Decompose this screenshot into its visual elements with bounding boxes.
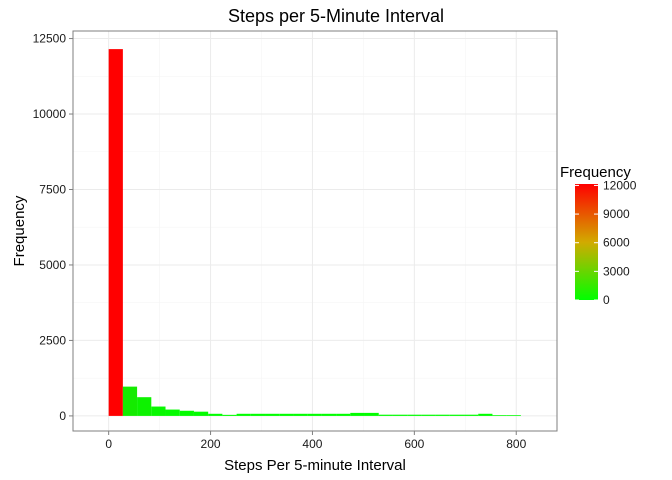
histogram-bar [449,414,465,416]
x-tick-label: 400 [302,437,322,451]
legend-tick-label: 6000 [603,236,630,250]
legend-tick-label: 3000 [603,264,630,278]
histogram-bar [392,414,408,416]
y-tick-label: 5000 [39,258,66,272]
panel-border [72,30,558,432]
legend-tick-label: 9000 [603,207,630,221]
x-tick-label: 200 [201,437,221,451]
legend: Frequency 0 3000 6000 9000 12000 [560,164,637,307]
y-tick-label: 0 [59,409,66,423]
histogram-bar [222,414,237,416]
histogram-bar [506,415,521,416]
histogram-bar [108,49,123,416]
histogram-bar [179,410,194,416]
histogram-bar [165,409,180,416]
histogram-bar [321,413,337,416]
histogram-bar [265,413,280,416]
chart-title: Steps per 5-Minute Interval [228,6,444,26]
histogram-bar [364,412,379,416]
histogram-bar [378,414,393,416]
histogram-bar [492,415,507,416]
histogram-bar [464,414,479,416]
legend-tick-label: 12000 [603,178,637,192]
y-tick-label: 10000 [33,107,67,121]
histogram-bar [336,413,351,416]
histogram-bar [293,413,308,416]
bars [108,49,521,416]
grid [73,31,557,431]
histogram-bar [307,413,322,416]
y-tick-label: 12500 [33,32,67,46]
x-axis-title: Steps Per 5-minute Interval [224,457,406,474]
y-axis-ticks: 0 2500 5000 7500 10000 12500 [33,32,73,423]
x-tick-label: 600 [404,437,424,451]
histogram-bar [122,386,138,416]
histogram-bar [279,413,294,416]
y-tick-label: 2500 [39,333,66,347]
histogram-bar [435,414,450,416]
y-tick-label: 7500 [39,182,66,196]
histogram-bar [250,413,266,416]
histogram-bar [137,397,152,416]
histogram-bar [478,413,493,416]
histogram-bar [208,413,223,416]
histogram-bar [421,414,436,416]
histogram-bar [407,414,422,416]
histogram-bar [350,412,365,416]
histogram-bar [151,406,166,416]
x-tick-label: 800 [506,437,526,451]
y-axis-title: Frequency [11,195,28,266]
legend-title: Frequency [560,164,631,181]
histogram-bar [236,413,251,416]
histogram-bar [193,411,209,416]
legend-colorbar [575,184,598,300]
x-tick-label: 0 [105,437,112,451]
legend-ticks: 0 3000 6000 9000 12000 [575,178,637,307]
legend-tick-label: 0 [603,293,610,307]
x-axis-ticks: 0 200 400 600 800 [105,431,527,451]
